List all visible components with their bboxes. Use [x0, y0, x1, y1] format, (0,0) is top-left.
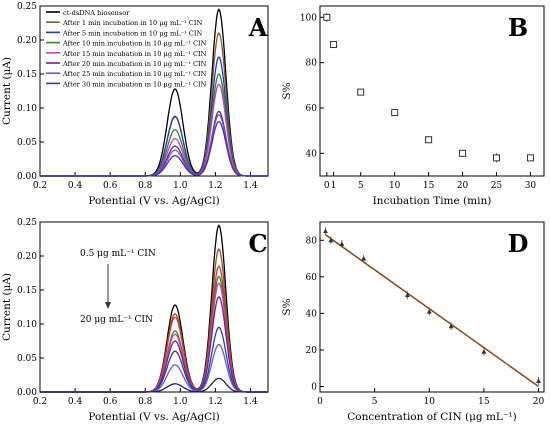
y-tick-label: 0.25 — [17, 218, 37, 228]
y-tick-label: 0.00 — [17, 172, 37, 182]
concentration-annotation-bottom: 20 μg mL⁻¹ CIN — [80, 315, 153, 325]
legend-label: After 25 min incubation in 10 μg mL⁻¹ CI… — [62, 70, 207, 78]
y-tick-label: 0.00 — [17, 388, 37, 398]
y-tick-label: 40 — [306, 149, 318, 159]
x-tick-label: 0.8 — [138, 181, 153, 191]
panel-letter-b: B — [508, 13, 528, 42]
x-tick-label: 0.8 — [138, 397, 153, 407]
legend-label: After 20 min incubation in 10 μg mL⁻¹ CI… — [62, 60, 207, 68]
series-line — [40, 248, 268, 393]
legend-label: After 30 min incubation in 10 μg mL⁻¹ CI… — [62, 80, 207, 88]
x-tick-label: 20 — [533, 397, 545, 407]
data-point — [322, 228, 328, 234]
x-tick-label: 0.2 — [33, 397, 47, 407]
x-tick-label: 1.4 — [243, 181, 258, 191]
legend-label: After 5 min incubation in 10 μg mL⁻¹ CIN — [62, 29, 202, 37]
plot-frame — [319, 221, 545, 393]
x-tick-label: 15 — [478, 397, 490, 407]
data-point — [481, 349, 487, 354]
data-point — [426, 309, 432, 314]
panel-letter-a: A — [248, 13, 268, 42]
plot-frame — [319, 5, 545, 177]
x-tick-label: 10 — [424, 397, 436, 407]
x-tick-label: 1.0 — [173, 181, 188, 191]
y-tick-label: 80 — [306, 236, 318, 246]
x-tick-label: 1.2 — [208, 397, 222, 407]
data-point — [323, 13, 331, 21]
y-tick-label: 20 — [306, 346, 318, 356]
legend-label: After 1 min incubation in 10 μg mL⁻¹ CIN — [62, 19, 202, 27]
x-tick-label: 1 — [331, 181, 337, 191]
data-point — [357, 88, 365, 96]
x-tick-label: 15 — [423, 181, 435, 191]
y-tick-label: 0.20 — [17, 252, 37, 262]
y-tick-label: 0.15 — [17, 70, 37, 80]
y-axis-label: S% — [281, 82, 293, 99]
y-tick-label: 80 — [306, 59, 318, 69]
data-point — [328, 237, 334, 243]
legend-label: After 15 min incubation in 10 μg mL⁻¹ CI… — [62, 50, 207, 58]
legend-label: After 10 min incubation in 10 μg mL⁻¹ CI… — [62, 40, 207, 48]
x-tick-label: 1.0 — [173, 397, 188, 407]
y-tick-label: 60 — [306, 104, 318, 114]
x-tick-label: 0.2 — [33, 181, 47, 191]
y-tick-label: 0.05 — [17, 138, 37, 148]
y-tick-label: 0.10 — [17, 104, 37, 114]
x-tick-label: 5 — [358, 181, 364, 191]
plot-frame — [39, 221, 269, 393]
x-tick-label: 0 — [324, 181, 330, 191]
y-tick-label: 0.10 — [17, 320, 37, 330]
x-axis-label: Concentration of CIN (μg mL⁻¹) — [347, 411, 516, 423]
x-tick-label: 0.6 — [103, 397, 118, 407]
data-point — [404, 292, 410, 298]
data-point — [448, 323, 454, 329]
data-point — [339, 241, 345, 246]
x-tick-label: 5 — [372, 397, 378, 407]
y-tick-label: 0.15 — [17, 286, 37, 296]
y-tick-label: 0.05 — [17, 354, 37, 364]
y-axis-label: Current (μA) — [1, 57, 13, 125]
data-point — [536, 378, 542, 384]
x-tick-label: 0.6 — [103, 181, 118, 191]
x-tick-label: 1.4 — [243, 397, 258, 407]
x-tick-label: 25 — [491, 181, 503, 191]
panel-letter-d: D — [508, 229, 529, 258]
y-tick-label: 100 — [300, 13, 317, 23]
y-tick-label: 0 — [311, 383, 317, 393]
fit-line — [325, 234, 539, 388]
x-tick-label: 0.4 — [68, 397, 83, 407]
data-point — [459, 149, 467, 157]
data-point — [391, 109, 399, 117]
x-tick-label: 30 — [525, 181, 537, 191]
y-tick-label: 60 — [306, 273, 318, 283]
y-axis-label: Current (μA) — [1, 273, 13, 341]
data-point — [330, 41, 338, 49]
concentration-annotation-top: 0.5 μg mL⁻¹ CIN — [80, 249, 156, 259]
x-axis-label: Potential (V vs. Ag/AgCl) — [88, 195, 219, 207]
series-line — [40, 120, 268, 177]
data-point — [361, 256, 367, 261]
y-tick-label: 0.25 — [17, 2, 37, 12]
x-tick-label: 0 — [317, 397, 323, 407]
x-tick-label: 0.4 — [68, 181, 83, 191]
x-axis-label: Incubation Time (min) — [373, 195, 492, 207]
legend-label: ct-dsDNA biosensor — [63, 9, 130, 17]
data-point — [492, 154, 500, 162]
x-tick-label: 10 — [389, 181, 401, 191]
x-axis-label: Potential (V vs. Ag/AgCl) — [88, 411, 219, 423]
data-point — [425, 136, 433, 144]
y-tick-label: 40 — [306, 309, 318, 319]
series-line — [40, 377, 268, 393]
data-point — [526, 154, 534, 162]
panel-letter-c: C — [248, 229, 267, 258]
x-tick-label: 20 — [457, 181, 469, 191]
arrow-head — [105, 302, 111, 309]
x-tick-label: 1.2 — [208, 181, 222, 191]
y-axis-label: S% — [281, 298, 293, 315]
y-tick-label: 0.20 — [17, 36, 37, 46]
